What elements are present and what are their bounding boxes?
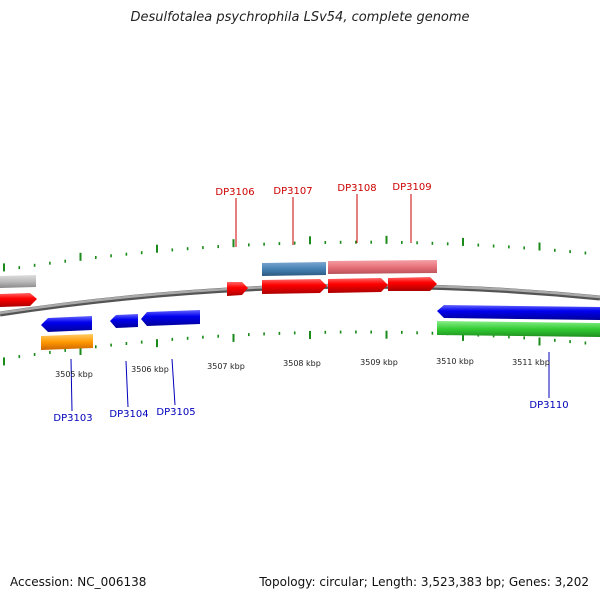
scale-label-3507: 3507 kbp: [207, 362, 245, 371]
cds-arrow-dp3103: [41, 316, 92, 332]
tick-row-bottom: [3, 330, 587, 366]
cds-arrow-dp3109: [388, 277, 437, 291]
tick-row-top: [3, 235, 587, 272]
cds-arrow-dp3104: [110, 314, 138, 328]
green-feature: [437, 321, 600, 337]
gene-label-dp3105[interactable]: DP3105: [156, 407, 195, 418]
cds-arrow-dp3107: [262, 279, 327, 294]
leader-line-dp3103: [70, 358, 73, 412]
cds-arrow-left-edge: [0, 293, 37, 307]
scale-label-3508: 3508 kbp: [283, 359, 321, 368]
scale-label-3509: 3509 kbp: [360, 358, 398, 367]
steelblue-feature: [262, 262, 326, 276]
cds-arrow-dp3105: [141, 310, 200, 326]
cds-arrow-dp3108: [328, 278, 388, 293]
leader-line-dp3104: [125, 360, 129, 408]
scale-label-3506: 3506 kbp: [131, 365, 169, 374]
gene-label-dp3108[interactable]: DP3108: [337, 183, 376, 194]
gene-label-dp3110[interactable]: DP3110: [529, 400, 568, 411]
scale-label-3511: 3511 kbp: [512, 358, 550, 367]
gene-label-dp3107[interactable]: DP3107: [273, 186, 312, 197]
orange-feature: [41, 334, 93, 350]
scale-label-3505: 3505 kbp: [55, 370, 93, 379]
gray-feature: [0, 275, 36, 288]
gene-label-dp3109[interactable]: DP3109: [392, 182, 431, 193]
gene-label-dp3104[interactable]: DP3104: [109, 409, 148, 420]
gene-label-dp3103[interactable]: DP3103: [53, 413, 92, 424]
genome-summary-text: Topology: circular; Length: 3,523,383 bp…: [259, 575, 589, 589]
accession-text: Accession: NC_006138: [10, 575, 147, 589]
leader-line-dp3105: [171, 358, 176, 406]
gene-label-dp3106[interactable]: DP3106: [215, 187, 254, 198]
pink-feature: [328, 260, 437, 274]
cds-arrow-dp3106: [227, 282, 248, 296]
cds-arrow-dp3110: [437, 305, 600, 320]
scale-label-3510: 3510 kbp: [436, 357, 474, 366]
map-title: Desulfotalea psychrophila LSv54, complet…: [130, 10, 470, 25]
